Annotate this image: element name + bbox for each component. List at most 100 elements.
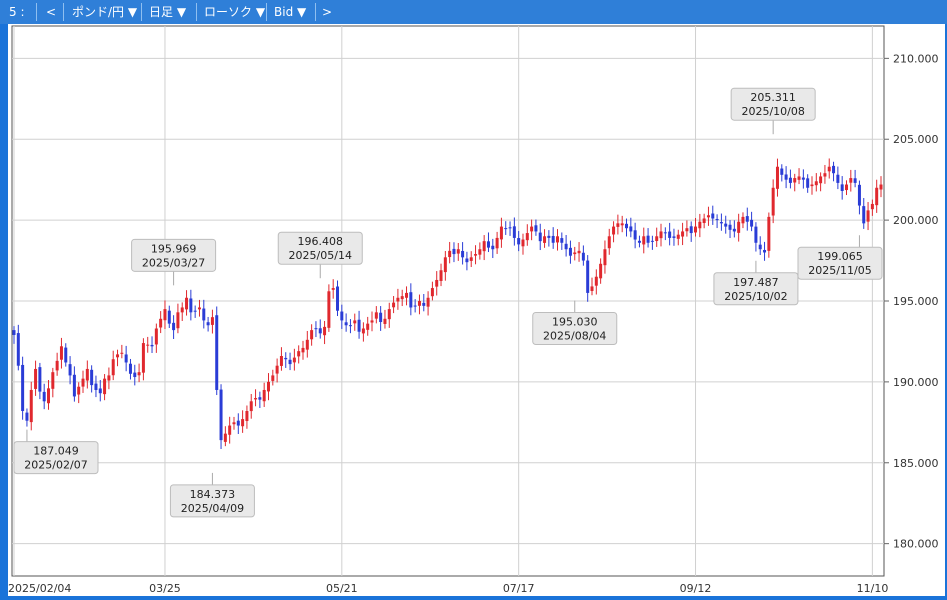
candle-body	[543, 236, 547, 243]
candle-body	[676, 234, 680, 239]
prev-button[interactable]: <	[46, 5, 57, 19]
period-select[interactable]: 日足 ▼	[149, 5, 187, 19]
candle-body	[530, 226, 534, 232]
y-tick-label: 180.000	[893, 538, 939, 551]
y-tick-label: 205.000	[893, 133, 939, 146]
candle-body	[655, 236, 659, 242]
candle-body	[228, 425, 232, 435]
candle-body	[827, 166, 831, 172]
candle-body	[379, 312, 383, 323]
candle-body	[474, 254, 478, 256]
candle-body	[754, 226, 758, 243]
candle-body	[844, 184, 848, 191]
candle-body	[25, 412, 29, 421]
candle-body	[625, 223, 629, 229]
callout-date: 2025/08/04	[543, 330, 606, 343]
candle-body	[141, 343, 145, 373]
candle-body	[77, 386, 81, 395]
callout-price: 184.373	[190, 488, 236, 501]
chart-type-select[interactable]: ローソク ▼	[204, 5, 266, 19]
candle-body	[34, 368, 38, 389]
candle-body	[508, 227, 512, 229]
candle-body	[305, 339, 309, 350]
candle-body	[146, 344, 150, 346]
candle-body	[197, 307, 201, 310]
candle-body	[417, 301, 421, 306]
candle-body	[564, 243, 568, 250]
candle-body	[711, 213, 715, 219]
candle-body	[85, 368, 89, 381]
candle-body	[659, 231, 663, 239]
callout-box	[797, 246, 883, 280]
y-tick-label: 185.000	[893, 457, 939, 470]
candlestick-chart: 210.000 205.000 200.000 195.000 190.000 185.0…	[8, 25, 939, 595]
candle-body	[370, 320, 374, 323]
candle-body	[314, 328, 318, 330]
candle-body	[456, 249, 460, 254]
callout-box	[532, 312, 618, 346]
candle-body	[72, 374, 76, 397]
candle-body	[254, 398, 258, 400]
callout-date: 2025/10/02	[724, 290, 787, 303]
candle-body	[266, 381, 270, 392]
candle-body	[706, 215, 710, 218]
candle-body	[685, 228, 689, 232]
candle-body	[232, 422, 236, 425]
candle-body	[392, 302, 396, 308]
x-tick-label: 2025/02/04	[8, 582, 71, 595]
candle-body	[650, 240, 654, 242]
candle-body	[517, 238, 521, 245]
candle-body	[784, 174, 788, 180]
next-button[interactable]: >	[322, 5, 333, 19]
candle-body	[732, 228, 736, 232]
candle-body	[788, 177, 792, 183]
callout-date: 2025/02/07	[24, 459, 87, 472]
candle-body	[801, 177, 805, 180]
candle-body	[361, 328, 365, 334]
candle-body	[728, 224, 732, 230]
y-tick-label: 190.000	[893, 376, 939, 389]
candle-body	[279, 356, 283, 366]
candle-body	[288, 359, 292, 365]
candle-body	[387, 309, 391, 320]
candle-body	[797, 176, 801, 180]
price-type-select[interactable]: Bid ▼	[274, 5, 307, 19]
candle-body	[154, 328, 158, 345]
candle-body	[724, 223, 728, 227]
candle-body	[318, 328, 322, 334]
candle-body	[111, 359, 115, 376]
candle-body	[51, 372, 55, 389]
candle-body	[357, 319, 361, 332]
candle-body	[219, 389, 223, 441]
candle-body	[435, 279, 439, 287]
candle-body	[836, 174, 840, 183]
currency-pair-select[interactable]: ポンド/円 ▼	[72, 5, 138, 19]
toolbar-divider	[36, 3, 37, 21]
candle-body	[396, 297, 400, 302]
candle-body	[344, 322, 348, 326]
candle-body	[590, 286, 594, 292]
candle-body	[551, 235, 555, 243]
candle-body	[443, 257, 447, 273]
candle-body	[340, 311, 344, 321]
candle-body	[59, 346, 63, 360]
candle-body	[323, 326, 327, 336]
candle-body	[236, 420, 240, 426]
candle-body	[21, 364, 25, 411]
candle-body	[758, 244, 762, 250]
candle-body	[137, 372, 141, 376]
candle-body	[560, 238, 564, 243]
candle-body	[210, 317, 214, 325]
y-tick-label: 200.000	[893, 214, 939, 227]
candle-body	[400, 296, 404, 300]
candle-body	[672, 236, 676, 238]
toolbar-divider	[63, 3, 64, 21]
candle-body	[98, 388, 102, 394]
candle-body	[814, 181, 818, 186]
toolbar-divider	[141, 3, 142, 21]
candle-body	[603, 249, 607, 266]
candle-body	[172, 322, 176, 331]
candle-body	[206, 322, 210, 326]
candle-body	[581, 252, 585, 261]
candle-body	[42, 391, 46, 402]
